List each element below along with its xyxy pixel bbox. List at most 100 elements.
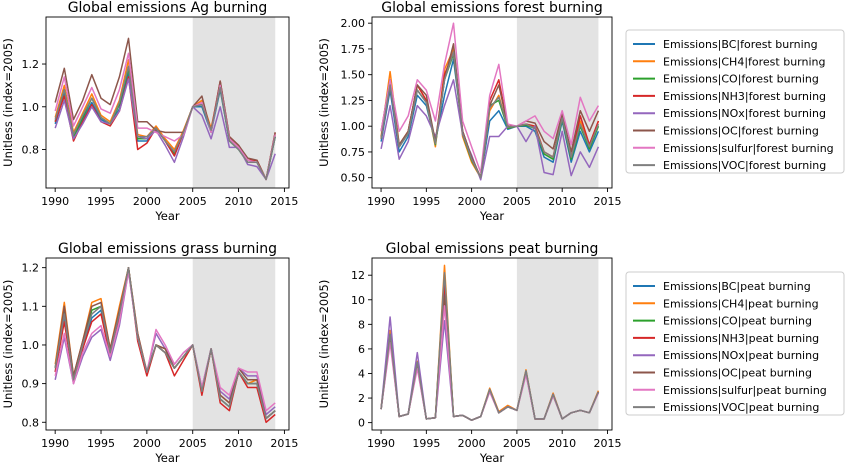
series-line-voc: [54, 65, 276, 181]
axes-frame: [371, 257, 613, 431]
chart-panel: 1990 1995 2000 2005 2010 2015 0.8 0.9 1.0 1.1 1.2 G…: [1, 241, 298, 464]
legend-label: Emissions|CO|forest burning: [663, 73, 819, 86]
x-tick-label: 2005: [179, 437, 207, 450]
y-axis-label: Unitless (index=2005): [1, 38, 15, 167]
y-tick-label: 1.75: [341, 43, 366, 56]
y-tick-label: 2.00: [341, 17, 366, 30]
series-line-sulfur: [54, 52, 276, 181]
legend-entry: Emissions|CO|forest burning: [633, 73, 819, 86]
legend-entry: Emissions|sulfur|peat burning: [633, 384, 827, 397]
x-tick-label: 1995: [412, 437, 440, 450]
x-tick-label: 2005: [503, 437, 531, 450]
legend-label: Emissions|NH3|peat burning: [663, 332, 819, 345]
y-tick-label: 1.25: [341, 94, 366, 107]
y-tick-label: 10: [351, 294, 365, 307]
legend-frame: [625, 29, 845, 174]
series-line-sulfur: [380, 22, 600, 174]
y-tick-label: 1.2: [22, 58, 40, 71]
legend-label: Emissions|CO|peat burning: [663, 315, 812, 328]
chart-title: Global emissions Ag burning: [68, 0, 268, 16]
x-axis-label: Year: [154, 451, 180, 464]
legend: Emissions|BC|forest burning Emissions|CH4…: [625, 29, 845, 174]
legend-label: Emissions|sulfur|peat burning: [663, 384, 827, 397]
axes-frame: [45, 16, 290, 189]
series-line-sulfur: [54, 270, 276, 412]
legend-entry: Emissions|OC|forest burning: [633, 125, 819, 138]
chart-title: Global emissions forest burning: [381, 0, 603, 16]
series-line-oc: [380, 43, 600, 179]
y-tick-label: 0.8: [22, 416, 40, 429]
x-tick-label: 2015: [270, 195, 298, 208]
legend-label: Emissions|NOx|peat burning: [663, 349, 819, 362]
x-tick-label: 2010: [225, 195, 253, 208]
y-tick-label: 8: [358, 318, 365, 331]
legend-label: Emissions|VOC|peat burning: [663, 401, 819, 414]
series-group: [380, 264, 600, 421]
chart-panel: 1990 1995 2000 2005 2010 2015 0.50 0.75 1.00 1.25…: [317, 0, 621, 223]
legend-entry: Emissions|CH4|peat burning: [633, 297, 819, 310]
legend-label: Emissions|BC|peat burning: [663, 280, 811, 293]
series-line-nox: [380, 79, 600, 181]
x-tick-label: 1995: [87, 437, 115, 450]
y-tick-label: 12: [351, 269, 365, 282]
chart-panel: 1990 1995 2000 2005 2010 2015 0 2 4 6 8 10 12 Global …: [317, 241, 621, 464]
legend-label: Emissions|BC|forest burning: [663, 38, 818, 51]
x-tick-label: 2000: [133, 437, 161, 450]
legend-label: Emissions|CH4|peat burning: [663, 297, 819, 310]
legend-entry: Emissions|CO|peat burning: [633, 315, 812, 328]
y-tick-label: 1.0: [22, 339, 40, 352]
x-tick-label: 2015: [593, 437, 621, 450]
y-axis-label: Unitless (index=2005): [317, 38, 331, 167]
shaded-region: [516, 258, 599, 430]
series-group: [380, 22, 600, 181]
y-tick-label: 1.00: [341, 120, 366, 133]
legend-entry: Emissions|OC|peat burning: [633, 367, 812, 380]
y-tick-label: 0.9: [22, 378, 40, 391]
x-tick-label: 1995: [87, 195, 115, 208]
legend-label: Emissions|OC|forest burning: [663, 125, 819, 138]
axes-frame: [371, 16, 613, 189]
legend-label: Emissions|sulfur|forest burning: [663, 142, 834, 155]
legend-entry: Emissions|NOx|forest burning: [633, 107, 826, 120]
legend-entry: Emissions|CH4|forest burning: [633, 55, 826, 68]
y-tick-label: 6: [358, 343, 365, 356]
legend-frame: [625, 271, 845, 416]
x-tick-label: 2000: [133, 195, 161, 208]
x-axis-label: Year: [479, 209, 505, 223]
legend-entry: Emissions|BC|peat burning: [633, 280, 811, 293]
legend-entry: Emissions|NH3|peat burning: [633, 332, 819, 345]
series-line-voc: [380, 271, 600, 421]
y-tick-label: 1.1: [22, 300, 40, 313]
y-tick-label: 1.50: [341, 69, 366, 82]
x-tick-label: 2000: [458, 437, 486, 450]
x-tick-label: 1990: [41, 437, 69, 450]
legend-entry: Emissions|VOC|forest burning: [633, 159, 826, 172]
y-axis-label: Unitless (index=2005): [1, 280, 15, 409]
legend-label: Emissions|OC|peat burning: [663, 367, 812, 380]
shaded-region: [192, 17, 276, 188]
x-tick-label: 2010: [548, 195, 576, 208]
legend-label: Emissions|NH3|forest burning: [663, 90, 826, 103]
y-tick-label: 0.75: [341, 146, 366, 159]
series-line-voc: [54, 266, 276, 420]
series-line-voc: [380, 51, 600, 179]
legend: Emissions|BC|peat burning Emissions|CH4|p…: [625, 271, 845, 416]
legend-entry: Emissions|NH3|forest burning: [633, 90, 826, 103]
legend-label: Emissions|CH4|forest burning: [663, 55, 826, 68]
y-tick-label: 1.2: [22, 262, 40, 275]
y-tick-label: 0: [358, 417, 365, 430]
legend-label: Emissions|NOx|forest burning: [663, 107, 826, 120]
chart-title: Global emissions peat burning: [386, 241, 599, 257]
x-axis-label: Year: [154, 209, 180, 223]
series-group: [54, 37, 276, 181]
x-tick-label: 2000: [458, 195, 486, 208]
legend-entry: Emissions|VOC|peat burning: [633, 401, 819, 414]
chart-panel: 1990 1995 2000 2005 2010 2015 0.8 1.0 1.2 Global …: [1, 0, 298, 223]
x-tick-label: 2005: [503, 195, 531, 208]
legend-entry: Emissions|sulfur|forest burning: [633, 142, 834, 155]
series-group: [54, 266, 276, 424]
x-tick-label: 2005: [179, 195, 207, 208]
x-tick-label: 1990: [367, 195, 395, 208]
legend-entry: Emissions|NOx|peat burning: [633, 349, 819, 362]
